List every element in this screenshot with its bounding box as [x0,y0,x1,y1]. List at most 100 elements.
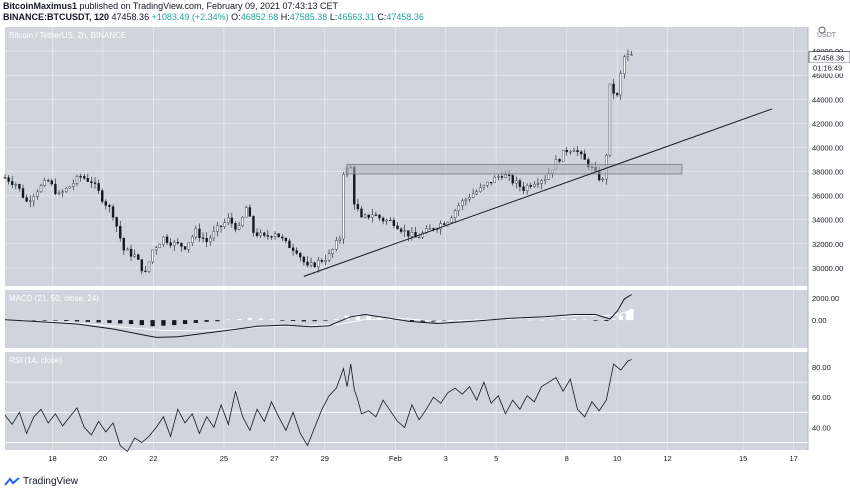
candle-body [140,259,144,272]
open-value: 46852.68 [240,12,279,22]
candle-body [158,244,162,248]
candle-body [75,176,79,184]
candle-body [291,247,295,251]
candle-body [137,254,140,260]
candle-body [363,214,367,218]
candle-body [461,200,464,206]
candle-body [36,191,39,197]
candle-body [396,225,399,230]
candle-body [223,222,226,227]
candle-body [518,180,522,187]
candle-body [191,236,194,244]
macd-histogram-bar [96,320,101,323]
candle-body [338,238,342,241]
candle-body [57,192,61,195]
candle-body [320,260,324,262]
candle-body [457,205,460,211]
candle-body [129,248,133,257]
macd-histogram-bar [226,319,231,321]
macd-histogram-bar [409,320,415,322]
chart-area[interactable]: 30000.0032000.0034000.0036000.0038000.00… [0,24,850,470]
candle-body [277,233,280,238]
macd-histogram-bar [517,319,523,321]
candle-body [479,187,482,192]
macd-tick-label: 2000.00 [812,294,839,303]
macd-histogram-bar [161,320,166,326]
candle-body [205,238,208,242]
x-tick-label: 29 [321,454,329,463]
macd-histogram-bar [31,320,36,321]
axis-unit-label: USDT [817,32,837,39]
macd-signal-line [4,309,632,332]
macd-histogram-bar [625,311,631,321]
candle-body [533,183,536,187]
candle-body [32,196,35,202]
candle-body [155,247,158,251]
rsi-line [4,359,632,453]
rsi-pane-title: RSI (14, close) [9,356,62,365]
low-label: L: [329,12,338,22]
last-price-label: 47458.36 [813,54,844,63]
macd-histogram-bar [582,319,587,321]
candle-body [583,153,586,160]
candle-body [626,54,630,57]
tradingview-logo[interactable]: TradingView [4,476,78,487]
resistance-zone[interactable] [346,163,683,175]
macd-histogram-bar [611,319,616,321]
candle-body [97,183,100,191]
candle-body [101,190,104,202]
candle-body [331,249,334,254]
candle-body [313,262,316,268]
candle-body [187,242,190,250]
candle-body [407,230,410,237]
author-name[interactable]: BitcoinMaximus1 [3,1,78,11]
rsi-pane[interactable] [5,352,808,450]
high-value: 47585.38 [289,12,328,22]
candle-body [104,201,108,206]
candle-body [198,228,201,238]
candle-body [525,185,529,192]
candle-body [295,250,298,254]
macd-histogram-bar [118,320,123,324]
x-tick-label: 10 [613,454,621,463]
macd-histogram-bar [107,320,112,323]
x-tick-label: 18 [48,454,56,463]
candle-body [543,179,547,181]
price-tick-label: 30000.00 [812,264,843,273]
price-change: +1083.49 (+2.34%) [151,12,229,22]
candle-body [608,83,612,156]
candle-body [489,181,493,184]
candle-body [93,182,97,184]
close-label: C: [377,12,387,22]
price-tick-label: 44000.00 [812,95,843,104]
macd-histogram-bar [269,319,274,321]
candle-body [381,217,385,222]
gear-icon[interactable] [818,26,826,34]
open-label: O: [231,12,241,22]
candle-body [234,223,237,230]
candle-body [151,249,154,263]
candle-body [255,232,259,236]
symbol-line[interactable]: BINANCE:BTCUSDT, 120 [3,12,110,22]
tradingview-icon [4,476,20,486]
price-pane[interactable] [5,27,808,286]
candle-body [18,184,21,189]
candle-body [299,253,302,258]
price-axis[interactable] [808,27,850,450]
countdown-label: 01:16:49 [813,64,842,73]
low-value: 46563.31 [337,12,375,22]
candle-body [399,228,403,232]
candle-body [83,176,86,179]
macd-line [4,294,632,338]
macd-histogram-bar [150,320,155,327]
macd-histogram-bar [182,320,188,325]
support-trendline[interactable] [303,108,773,277]
candle-body [183,246,187,250]
candle-body [65,187,68,192]
candle-body [403,230,406,232]
macd-histogram-bar [312,320,317,322]
candle-body [68,186,72,189]
macd-histogram-bar [604,320,609,322]
macd-histogram-bar [247,317,253,321]
candle-body [194,228,198,238]
